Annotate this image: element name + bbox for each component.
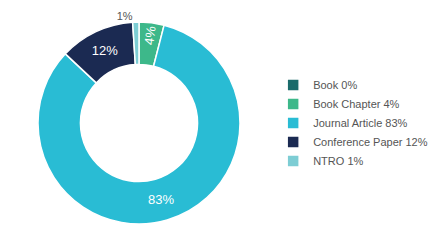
svg-text:12%: 12%: [92, 43, 118, 58]
svg-text:Book Chapter 4%: Book Chapter 4%: [313, 98, 399, 110]
svg-text:4%: 4%: [141, 25, 158, 46]
svg-text:Journal Article 83%: Journal Article 83%: [313, 117, 407, 129]
svg-text:83%: 83%: [148, 192, 174, 207]
svg-text:Conference Paper 12%: Conference Paper 12%: [313, 136, 428, 148]
svg-text:1%: 1%: [117, 10, 133, 22]
svg-text:Book 0%: Book 0%: [313, 79, 357, 91]
svg-text:NTRO 1%: NTRO 1%: [313, 155, 363, 167]
